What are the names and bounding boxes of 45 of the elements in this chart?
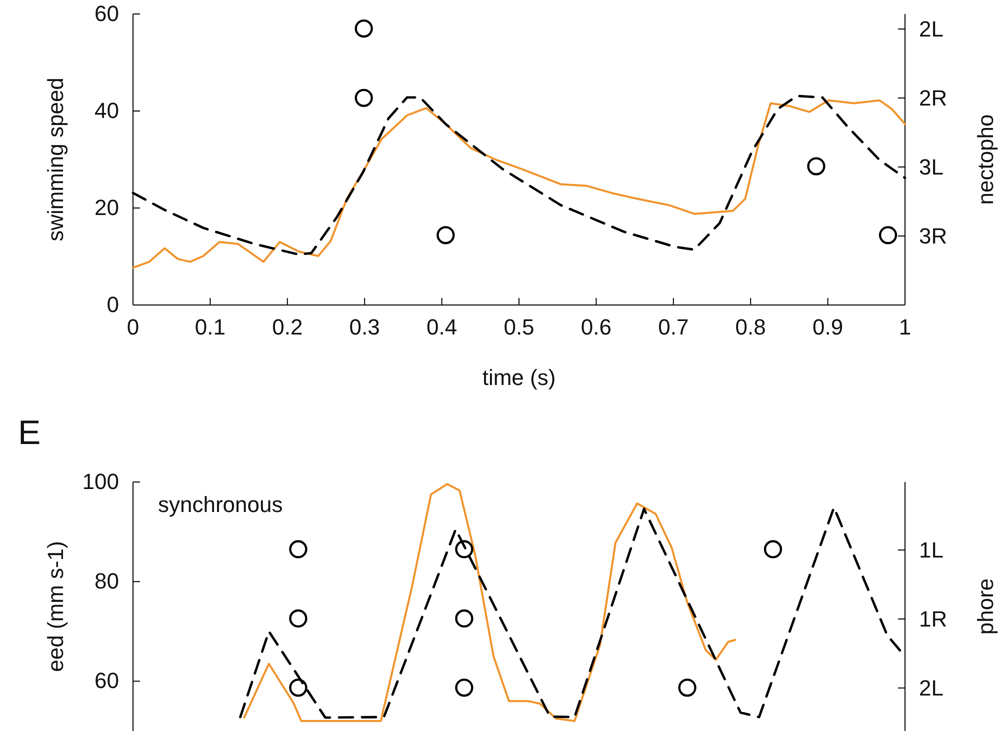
x-tick-label: 0.6 [580, 314, 612, 340]
point [436, 226, 455, 244]
point [354, 19, 373, 38]
point [678, 678, 696, 697]
category-label: 2L [919, 676, 944, 701]
x-tick-label: 0.5 [504, 314, 534, 340]
x-tick-label: 0.4 [426, 314, 458, 340]
x-tick-label: 0.7 [658, 314, 689, 340]
point [289, 678, 308, 697]
x-tick-label: 1 [898, 314, 912, 340]
y2-axis-title: phore [973, 578, 998, 635]
category-label: 3L [919, 154, 944, 180]
category-label: 3R [919, 224, 948, 249]
y-tick-label: 60 [94, 668, 119, 694]
category-label: 1R [919, 606, 948, 632]
x-tick-label: 0.3 [349, 314, 380, 340]
x-tick-label: 0.8 [735, 314, 766, 340]
y2-axis-title: nectopho [973, 114, 998, 205]
x-tick-label: 0.2 [272, 314, 303, 340]
chart-title: E [18, 414, 41, 452]
category-label: 2R [919, 86, 948, 111]
y-tick-label: 0 [106, 292, 119, 318]
point [764, 540, 782, 558]
annotation: synchronous [158, 492, 283, 517]
y-tick-label: 20 [94, 195, 119, 220]
y-tick-label: 100 [82, 469, 119, 494]
category-label: 2L [919, 16, 944, 42]
x-tick-label: 0.9 [812, 314, 844, 340]
y-tick-label: 60 [94, 1, 119, 26]
point [455, 609, 474, 628]
point [455, 540, 474, 558]
y-tick-label: 80 [94, 568, 119, 594]
point [354, 88, 373, 107]
point [455, 678, 474, 697]
point [289, 609, 308, 628]
point [807, 157, 826, 176]
x-tick-label: 0.1 [194, 314, 226, 340]
point [289, 540, 308, 558]
y-axis-title: eed (mm s-1) [43, 541, 68, 672]
y-tick-label: 40 [94, 98, 119, 124]
x-tick-label: 0 [126, 314, 140, 340]
x-axis-title: time (s) [482, 365, 556, 390]
point [878, 226, 898, 244]
category-label: 1L [919, 538, 944, 563]
y-axis-title: swimming speed [43, 78, 68, 242]
